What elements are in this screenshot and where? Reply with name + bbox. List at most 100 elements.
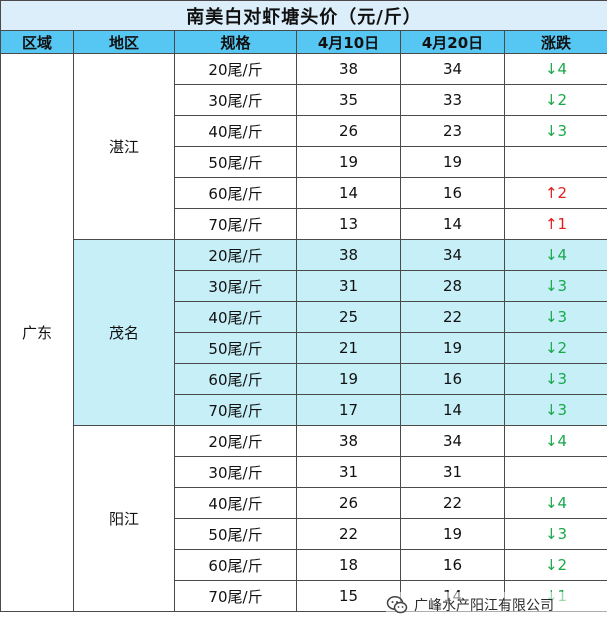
spec-cell: 20尾/斤 [174, 425, 297, 457]
header-apr20: 4月20日 [400, 30, 505, 54]
price-apr10-cell: 31 [296, 270, 401, 302]
price-apr20-cell: 16 [400, 177, 505, 209]
spec-cell: 50尾/斤 [174, 518, 297, 550]
change-cell: ↓2 [503, 332, 607, 364]
change-cell: ↓3 [503, 270, 607, 302]
spec-cell: 20尾/斤 [174, 53, 297, 85]
table-row: 阳江 20尾/斤 38 34 ↓4 [1, 425, 607, 612]
table-row: 40尾/斤 25 22 ↓3 [1, 301, 607, 333]
price-apr10-cell: 26 [296, 487, 401, 519]
table-row: 广东 湛江 20尾/斤 38 34 ↓4 [0, 53, 607, 612]
spec-cell: 70尾/斤 [174, 208, 297, 240]
watermark: 广峰水产阳江有限公司 [386, 592, 607, 618]
spec-cell: 30尾/斤 [174, 456, 297, 488]
price-apr10-cell: 14 [296, 177, 401, 209]
change-cell: ↓2 [503, 84, 607, 116]
change-cell [503, 456, 607, 488]
area-cell: 茂名 [73, 239, 175, 426]
change-cell: ↓4 [503, 425, 607, 457]
price-apr10-cell: 31 [296, 456, 401, 488]
spec-cell: 70尾/斤 [174, 394, 297, 426]
price-apr20-cell: 19 [400, 518, 505, 550]
price-apr10-cell: 15 [296, 580, 401, 612]
price-apr10-cell: 26 [296, 115, 401, 147]
price-apr10-cell: 18 [296, 549, 401, 581]
table-row: 30尾/斤 35 33 ↓2 [1, 84, 607, 116]
spec-cell: 40尾/斤 [174, 115, 297, 147]
price-apr10-cell: 22 [296, 518, 401, 550]
table-row: 40尾/斤 26 23 ↓3 [1, 115, 607, 147]
price-apr20-cell: 16 [400, 363, 505, 395]
price-apr20-cell: 34 [400, 239, 505, 271]
area-cell: 阳江 [73, 425, 175, 612]
table-row: 50尾/斤 19 19 [1, 146, 607, 178]
spec-cell: 50尾/斤 [174, 332, 297, 364]
change-cell: ↑2 [503, 177, 607, 209]
price-apr20-cell: 19 [400, 146, 505, 178]
table-row: 30尾/斤 31 28 ↓3 [1, 270, 607, 302]
table-row: 70尾/斤 13 14 ↑1 [1, 208, 607, 240]
change-cell: ↓4 [503, 53, 607, 85]
price-apr20-cell: 22 [400, 487, 505, 519]
change-cell: ↓3 [503, 394, 607, 426]
table-row: 60尾/斤 19 16 ↓3 [1, 363, 607, 395]
spec-cell: 30尾/斤 [174, 84, 297, 116]
change-cell: ↑1 [503, 208, 607, 240]
price-apr10-cell: 21 [296, 332, 401, 364]
change-cell: ↓3 [503, 115, 607, 147]
price-apr10-cell: 17 [296, 394, 401, 426]
wechat-logo-icon [386, 594, 408, 616]
table-title: 南美白对虾塘头价（元/斤） [0, 0, 607, 31]
price-apr10-cell: 13 [296, 208, 401, 240]
price-apr10-cell: 38 [296, 239, 401, 271]
shrimp-price-table: 南美白对虾塘头价（元/斤） 区域 地区 规格 4月10日 4月20日 涨跌 广东… [0, 0, 607, 612]
spec-cell: 20尾/斤 [174, 239, 297, 271]
header-area: 地区 [73, 30, 175, 54]
header-region: 区域 [0, 30, 74, 54]
table-row: 40尾/斤 26 22 ↓4 [1, 487, 607, 519]
spec-cell: 30尾/斤 [174, 270, 297, 302]
price-apr10-cell: 35 [296, 84, 401, 116]
table-row: 30尾/斤 31 31 [1, 456, 607, 488]
change-cell: ↓3 [503, 363, 607, 395]
spec-cell: 70尾/斤 [174, 580, 297, 612]
spec-cell: 50尾/斤 [174, 146, 297, 178]
region-cell: 广东 [0, 53, 74, 612]
price-apr20-cell: 28 [400, 270, 505, 302]
area-cell: 湛江 [73, 53, 175, 240]
price-apr20-cell: 19 [400, 332, 505, 364]
spec-cell: 60尾/斤 [174, 177, 297, 209]
watermark-text: 广峰水产阳江有限公司 [414, 598, 554, 614]
price-apr20-cell: 23 [400, 115, 505, 147]
header-row: 区域 地区 规格 4月10日 4月20日 涨跌 [0, 30, 607, 54]
table-row: 60尾/斤 14 16 ↑2 [1, 177, 607, 209]
change-cell [503, 146, 607, 178]
change-cell: ↓2 [503, 549, 607, 581]
table-row: 70尾/斤 17 14 ↓3 [1, 394, 607, 426]
price-apr10-cell: 19 [296, 146, 401, 178]
header-change: 涨跌 [503, 30, 607, 54]
change-cell: ↓4 [503, 239, 607, 271]
price-apr20-cell: 33 [400, 84, 505, 116]
price-apr10-cell: 19 [296, 363, 401, 395]
table-row: 50尾/斤 21 19 ↓2 [1, 332, 607, 364]
change-cell: ↓3 [503, 518, 607, 550]
table-body: 广东 湛江 20尾/斤 38 34 ↓4 30尾/斤 35 33 ↓2 40尾/斤 26 23 ↓3 50尾… [0, 53, 607, 612]
price-apr10-cell: 38 [296, 425, 401, 457]
spec-cell: 40尾/斤 [174, 487, 297, 519]
table-row: 50尾/斤 22 19 ↓3 [1, 518, 607, 550]
spec-cell: 60尾/斤 [174, 363, 297, 395]
price-apr10-cell: 38 [296, 53, 401, 85]
price-apr10-cell: 25 [296, 301, 401, 333]
price-apr20-cell: 14 [400, 394, 505, 426]
table-row: 茂名 20尾/斤 38 34 ↓4 [1, 239, 607, 426]
change-cell: ↓3 [503, 301, 607, 333]
price-apr20-cell: 22 [400, 301, 505, 333]
header-apr10: 4月10日 [296, 30, 401, 54]
price-apr20-cell: 31 [400, 456, 505, 488]
change-cell: ↓4 [503, 487, 607, 519]
spec-cell: 40尾/斤 [174, 301, 297, 333]
price-apr20-cell: 14 [400, 208, 505, 240]
price-apr20-cell: 34 [400, 425, 505, 457]
